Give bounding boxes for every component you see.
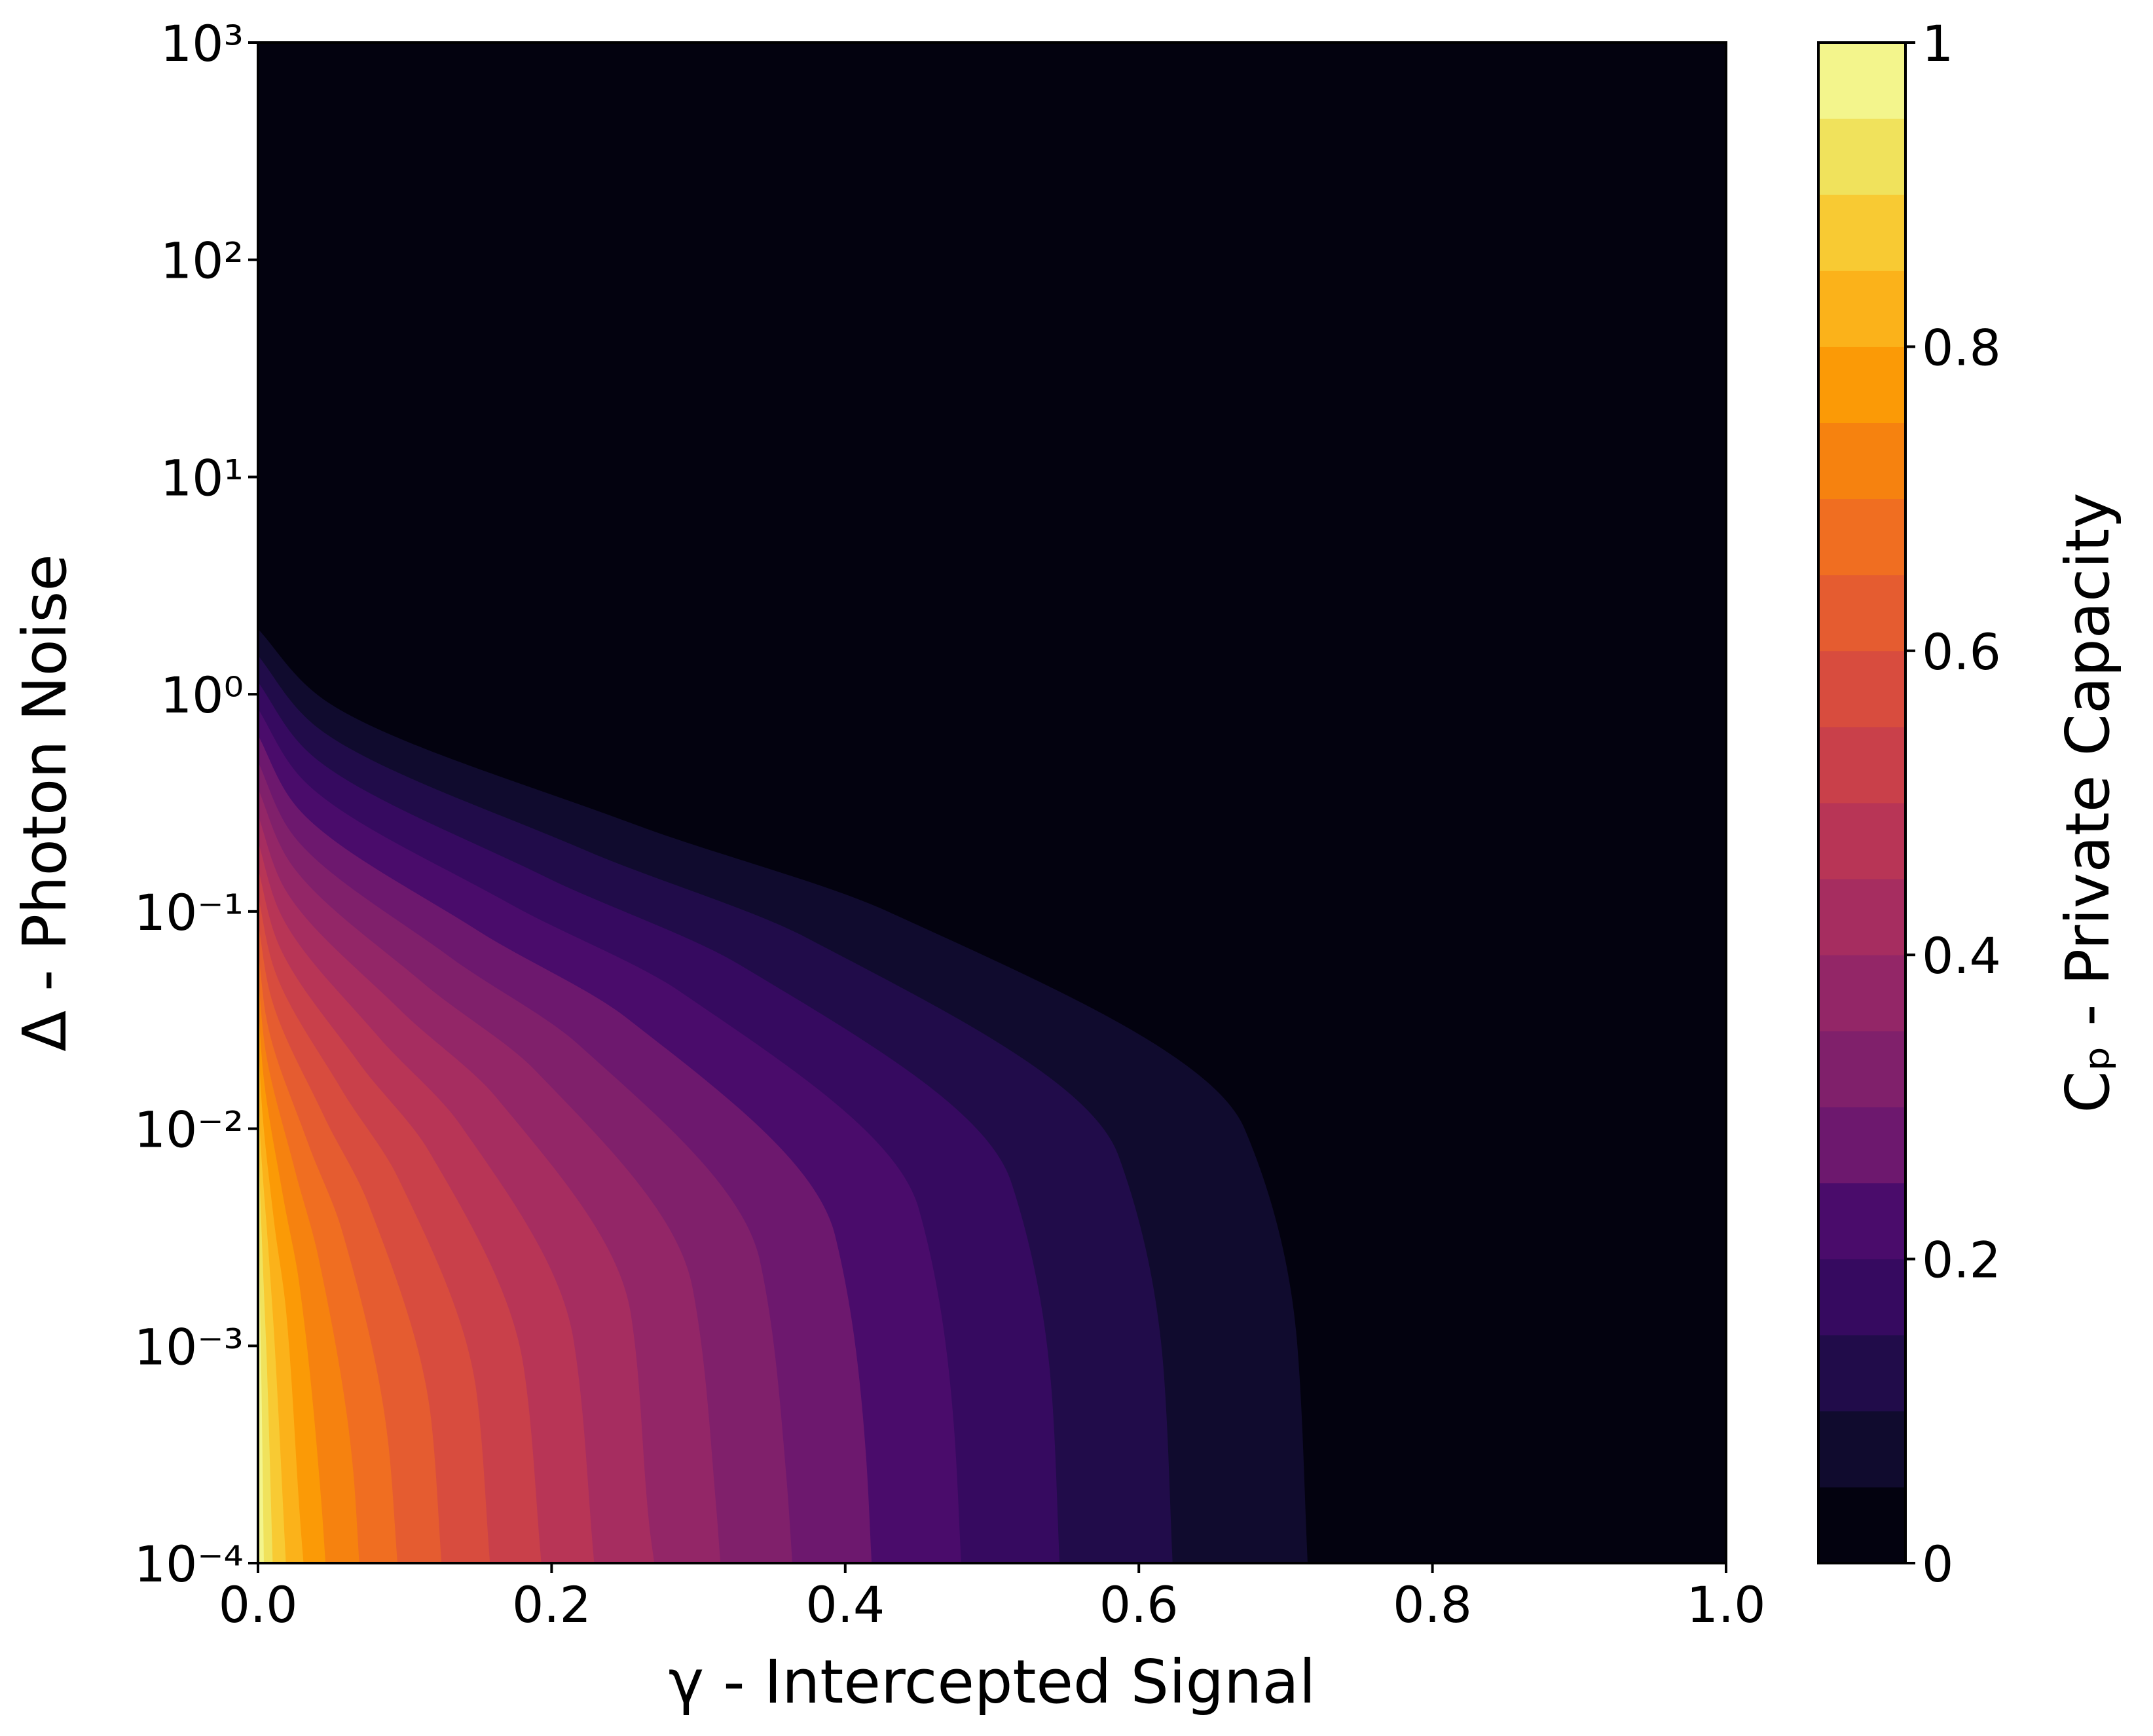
colorbar-band: [1818, 270, 1905, 347]
colorbar-band: [1818, 1487, 1905, 1564]
x-tick-label: 0.0: [219, 1576, 298, 1634]
x-tick-label: 0.8: [1393, 1576, 1472, 1634]
contour-band: [258, 1106, 264, 1563]
x-tick-label: 1.0: [1687, 1576, 1766, 1634]
colorbar-tick-label: 0.4: [1922, 927, 2001, 985]
colorbar-band: [1818, 1183, 1905, 1260]
colorbar-band: [1818, 194, 1905, 271]
colorbar-tick-label: 0.2: [1922, 1231, 2001, 1289]
colorbar-band: [1818, 1031, 1905, 1107]
colorbar-frame: [1817, 41, 1907, 1564]
colorbar-tick-label: 0.8: [1922, 318, 2001, 377]
y-axis-label: Δ - Photon Noise: [10, 554, 80, 1052]
colorbar-band: [1818, 726, 1905, 803]
colorbar-band: [1818, 879, 1905, 955]
axes: 0.0 0.2 0.4 0.6 0.8 1.0 10⁻⁴ 10⁻³ 10⁻² 10⁻¹ 10⁰ 10¹…: [134, 14, 2001, 1634]
colorbar-tick-label: 1: [1922, 14, 1953, 73]
colorbar-tick-label: 0: [1922, 1535, 1953, 1593]
x-axis-label: γ - Intercepted Signal: [669, 1647, 1316, 1717]
x-tick-label: 0.2: [512, 1576, 591, 1634]
colorbar-band: [1818, 422, 1905, 500]
colorbar-tick-label: 0.6: [1922, 623, 2001, 681]
colorbar-band: [1818, 1259, 1905, 1336]
y-tick-label: 10⁻¹: [134, 883, 244, 942]
y-tick-label: 10⁰: [160, 666, 244, 724]
y-tick-label: 10²: [160, 232, 244, 290]
colorbar-band: [1818, 650, 1905, 728]
colorbar-band: [1818, 498, 1905, 576]
colorbar-band: [1818, 803, 1905, 879]
x-tick-label: 0.6: [1099, 1576, 1179, 1634]
y-tick-label: 10⁻³: [134, 1318, 244, 1376]
y-tick-label: 10³: [160, 14, 244, 73]
colorbar-band: [1818, 119, 1905, 195]
x-tick-label: 0.4: [805, 1576, 885, 1634]
y-tick-label: 10¹: [160, 449, 244, 507]
colorbar-band: [1818, 955, 1905, 1031]
plot-frame: [257, 41, 1727, 1564]
y-tick-label: 10⁻⁴: [134, 1535, 244, 1593]
colorbar-band: [1818, 574, 1905, 652]
colorbar-band: [1818, 1107, 1905, 1183]
colorbar-band: [1818, 1335, 1905, 1412]
colorbar-label: Cₚ - Private Capacity: [2053, 492, 2123, 1113]
y-tick-label: 10⁻²: [134, 1101, 244, 1159]
colorbar-band: [1818, 346, 1905, 423]
colorbar-band: [1818, 1411, 1905, 1488]
plot-area: [258, 43, 1726, 1564]
colorbar-band: [1818, 43, 1905, 119]
